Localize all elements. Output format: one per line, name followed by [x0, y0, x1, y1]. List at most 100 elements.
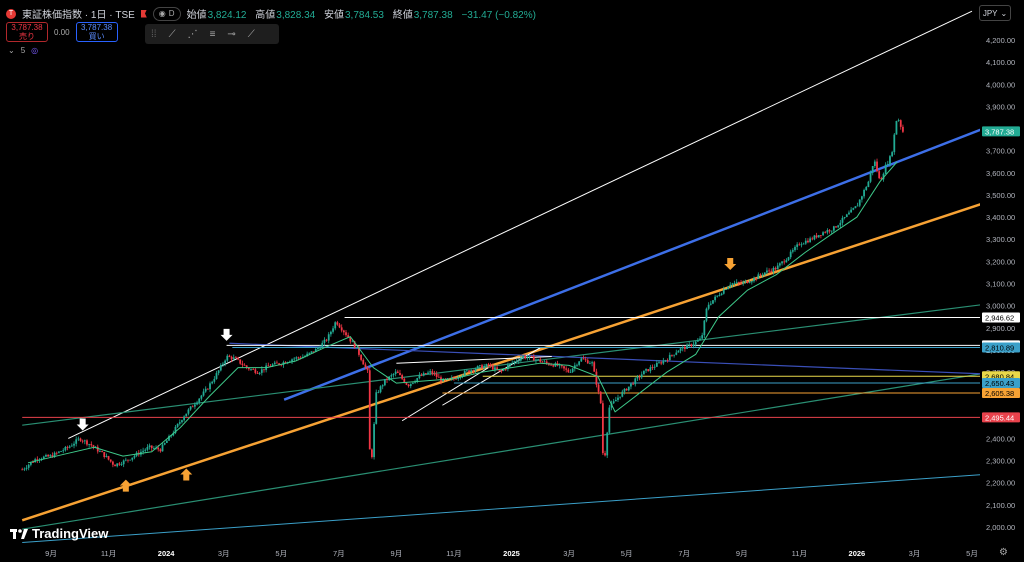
candle-body [902, 126, 904, 132]
trendline-tool-icon[interactable]: ⟋ [168, 28, 176, 40]
x-tick-label: 9月 [736, 549, 748, 558]
spread-value: 0.00 [54, 27, 70, 37]
candle-body [394, 371, 397, 375]
hline-tool-icon[interactable]: ⊸ [227, 28, 236, 40]
candle-body [692, 344, 695, 347]
candle-body [442, 378, 445, 382]
candle-body [768, 270, 770, 272]
candle-body [435, 373, 438, 377]
candle-body [168, 436, 170, 441]
candle-body [690, 344, 693, 347]
pitchfork-tool-icon[interactable]: ⋰ [187, 28, 198, 40]
currency-selector[interactable]: JPY ⌄ [979, 5, 1011, 21]
candle-body [187, 409, 190, 414]
candle-body [271, 364, 274, 367]
chevron-down-icon[interactable]: ⌄ [8, 46, 15, 55]
candle-body [623, 388, 626, 392]
candle-body [181, 420, 183, 423]
y-tick-label: 3,000.00 [986, 302, 1015, 311]
candle-body [560, 364, 563, 367]
x-tick-label: 2024 [158, 549, 176, 558]
candle-body [83, 440, 86, 442]
candle-body [630, 383, 632, 387]
open-label: 始値 [186, 10, 207, 21]
candle-body [409, 383, 412, 387]
close-value: 3,787.38 [413, 10, 453, 21]
candle-body [114, 464, 116, 467]
candle-body [727, 286, 729, 290]
candle-body [858, 199, 861, 206]
drawing-toolbar: ⁞⁞ ⟋ ⋰ ≡ ⊸ ⟋ [145, 24, 279, 44]
candle-body [66, 446, 69, 448]
candle-body [399, 372, 401, 376]
candle-body [835, 226, 837, 228]
candle-body [658, 362, 660, 364]
candle-body [511, 362, 514, 364]
candle-body [105, 456, 108, 457]
candle-body [619, 396, 622, 398]
candle-body [215, 373, 218, 379]
candle-body [612, 401, 615, 404]
candle-body [235, 357, 237, 359]
y-tick-label: 4,200.00 [986, 36, 1015, 45]
ohlc-readout: 始値3,824.12 高値3,828.34 安値3,784.53 終値3,787… [187, 6, 536, 21]
candle-body [532, 356, 535, 361]
candle-body [336, 322, 339, 325]
x-tick-label: 5月 [621, 549, 633, 558]
candle-body [99, 451, 101, 452]
candle-body [412, 382, 414, 384]
candle-body [563, 366, 565, 369]
candle-body [679, 348, 682, 351]
y-tick-label: 3,900.00 [986, 102, 1015, 111]
candle-body [487, 364, 490, 366]
candle-body [405, 382, 408, 385]
fib-tool-icon[interactable]: ≡ [209, 28, 216, 40]
candle-body [722, 289, 725, 294]
candle-body [461, 375, 464, 377]
candle-body [148, 445, 151, 447]
candle-body [530, 356, 533, 357]
candle-body [651, 367, 654, 369]
candle-body [319, 347, 322, 349]
buy-button[interactable]: 3,787.38 買い [75, 22, 118, 42]
y-tick-label: 2,200.00 [986, 479, 1015, 488]
y-tick-label: 4,100.00 [986, 58, 1015, 67]
x-tick-label: 2025 [503, 549, 520, 558]
candle-body [528, 356, 531, 358]
candle-body [321, 342, 324, 348]
candle-body [856, 205, 859, 207]
candle-body [27, 464, 30, 468]
candle-body [819, 235, 822, 236]
gear-icon[interactable]: ⚙ [999, 547, 1008, 558]
candle-body [198, 398, 201, 403]
candle-body [349, 337, 352, 342]
brush-tool-icon[interactable]: ⟋ [247, 28, 255, 40]
trendline-blue-trend [283, 128, 980, 401]
candle-body [897, 120, 900, 122]
drag-handle-icon[interactable]: ⁞⁞ [151, 28, 157, 40]
candle-body [776, 265, 779, 270]
symbol-title[interactable]: 東証株価指数 · 1日 · TSE [22, 10, 135, 21]
candle-body [55, 452, 58, 454]
candle-body [895, 121, 898, 135]
candle-body [81, 440, 84, 442]
candle-body [222, 363, 224, 366]
candle-body [597, 384, 600, 392]
candle-body [494, 367, 496, 370]
candle-body [876, 161, 878, 172]
flag-icon [140, 9, 147, 18]
candle-body [878, 171, 881, 179]
candle-body [861, 196, 863, 200]
candle-body [826, 230, 829, 233]
sell-button[interactable]: 3,787.38 売り [6, 22, 48, 42]
level-price-tag-bg [982, 312, 1020, 323]
candle-body [886, 163, 889, 165]
level-price-tag: 2,680.84 [985, 372, 1014, 381]
candle-body [720, 293, 723, 296]
candle-body [496, 367, 499, 370]
candle-body [191, 406, 194, 408]
d-chip[interactable]: ◉ D [152, 6, 181, 21]
trendline-white-channel-top [68, 10, 973, 439]
candle-body [899, 120, 902, 127]
